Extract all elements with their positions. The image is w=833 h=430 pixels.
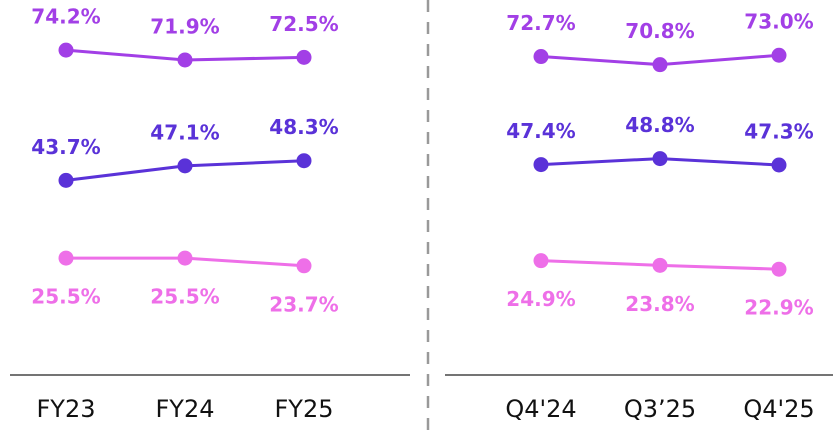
value-label: 47.4% bbox=[506, 119, 575, 143]
x-tick-label: FY23 bbox=[36, 395, 95, 423]
value-label: 24.9% bbox=[506, 287, 575, 311]
point bbox=[652, 151, 668, 167]
value-label: 25.5% bbox=[31, 285, 100, 309]
value-label: 47.1% bbox=[150, 120, 219, 144]
point bbox=[652, 57, 668, 73]
point bbox=[58, 42, 74, 58]
value-label: 23.8% bbox=[625, 292, 694, 316]
point bbox=[58, 172, 74, 188]
value-label: 47.3% bbox=[744, 120, 813, 144]
value-label: 22.9% bbox=[744, 296, 813, 320]
value-label: 73.0% bbox=[744, 10, 813, 34]
value-label: 71.9% bbox=[150, 14, 219, 38]
value-label: 74.2% bbox=[31, 5, 100, 29]
value-label: 23.7% bbox=[269, 292, 338, 316]
x-tick-label: Q3’25 bbox=[624, 395, 696, 423]
value-label: 48.8% bbox=[625, 113, 694, 137]
value-label: 43.7% bbox=[31, 135, 100, 159]
value-label: 48.3% bbox=[269, 115, 338, 139]
point bbox=[652, 257, 668, 273]
point bbox=[296, 153, 312, 169]
point bbox=[771, 157, 787, 173]
point bbox=[177, 52, 193, 68]
point bbox=[533, 253, 549, 269]
point bbox=[533, 157, 549, 173]
x-tick-label: FY25 bbox=[274, 395, 333, 423]
value-label: 70.8% bbox=[625, 19, 694, 43]
point bbox=[296, 258, 312, 274]
point bbox=[771, 261, 787, 277]
point bbox=[177, 158, 193, 174]
point bbox=[58, 250, 74, 266]
value-label: 72.7% bbox=[506, 11, 575, 35]
point bbox=[771, 47, 787, 63]
value-label: 25.5% bbox=[150, 285, 219, 309]
point bbox=[177, 250, 193, 266]
point bbox=[533, 49, 549, 65]
x-tick-label: FY24 bbox=[155, 395, 214, 423]
x-tick-label: Q4'25 bbox=[743, 395, 814, 423]
point bbox=[296, 49, 312, 65]
x-tick-label: Q4'24 bbox=[505, 395, 576, 423]
value-label: 72.5% bbox=[269, 12, 338, 36]
